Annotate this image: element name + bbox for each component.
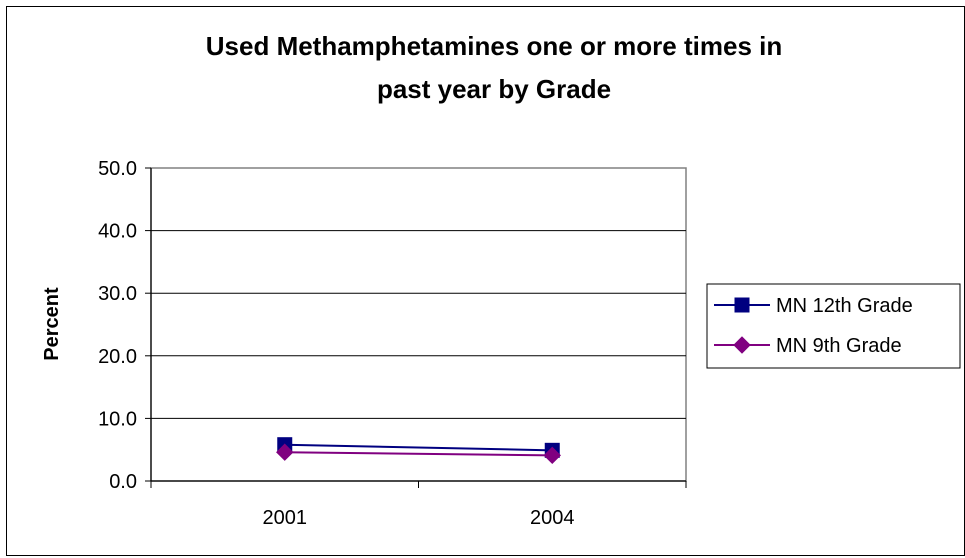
y-tick-labels: 0.0 10.0 20.0 30.0 40.0 50.0 xyxy=(98,158,137,493)
y-axis-label: Percent xyxy=(41,287,63,361)
axes xyxy=(145,167,687,488)
y-tick-label: 0.0 xyxy=(109,471,137,493)
series-layer xyxy=(276,437,561,465)
chart-title-line-2: past year by Grade xyxy=(377,74,611,104)
series-line xyxy=(284,443,553,452)
y-tick-label: 50.0 xyxy=(98,158,137,180)
legend-marker xyxy=(733,336,751,354)
legend-item: MN 12th Grade xyxy=(714,295,913,317)
x-tick-label: 2004 xyxy=(530,507,575,529)
plot-area xyxy=(150,167,687,482)
x-tick-label: 2001 xyxy=(263,507,308,529)
legend-marker xyxy=(734,297,750,313)
data-point xyxy=(543,446,561,465)
data-point xyxy=(276,443,294,461)
legend-item: MN 9th Grade xyxy=(714,335,902,357)
x-tick-labels: 2001 2004 xyxy=(263,507,575,529)
legend: MN 12th Grade MN 9th Grade xyxy=(714,295,913,357)
legend-label: MN 12th Grade xyxy=(776,295,913,317)
chart-title-line-1: Used Methamphetamines one or more times … xyxy=(206,31,782,61)
y-tick-label: 40.0 xyxy=(98,221,137,243)
y-tick-label: 20.0 xyxy=(98,346,137,368)
legend-label: MN 9th Grade xyxy=(776,335,902,357)
y-tick-label: 10.0 xyxy=(98,408,137,430)
y-tick-label: 30.0 xyxy=(98,283,137,305)
series-1 xyxy=(276,443,561,465)
gridlines xyxy=(151,230,686,419)
series-line xyxy=(284,451,553,457)
